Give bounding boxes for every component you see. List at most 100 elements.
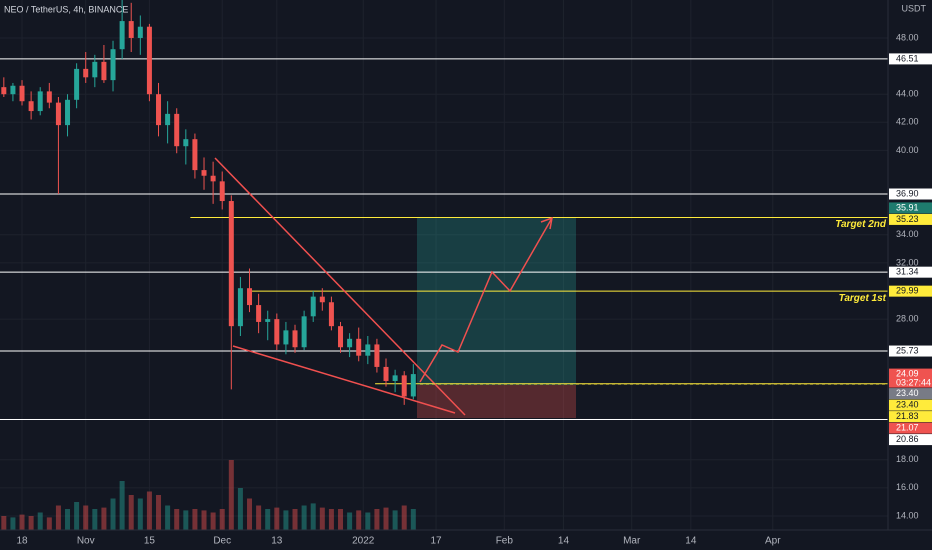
volume-bar [237, 488, 243, 530]
volume-bar [110, 498, 116, 530]
volume-bar [201, 510, 207, 530]
y-tick-label: 16.00 [896, 482, 919, 492]
volume-bar [338, 509, 344, 530]
candle-body [265, 319, 271, 322]
candle-body [110, 49, 116, 81]
candle-body [301, 316, 307, 348]
volume-bar [10, 517, 16, 530]
volume-bar [310, 503, 316, 530]
volume-bar [37, 512, 43, 530]
volume-bar [328, 509, 334, 530]
candle-body [156, 94, 162, 126]
price-label-box [889, 213, 932, 225]
candle-body [1, 87, 7, 95]
volume-bar [92, 509, 98, 530]
candle-body [55, 102, 61, 126]
price-label-box [889, 53, 932, 65]
price-label: 20.86 [896, 434, 919, 444]
candle-body [28, 101, 34, 112]
y-tick-label: 42.00 [896, 117, 919, 127]
x-tick-label: Dec [213, 536, 231, 547]
x-tick-label: Feb [496, 536, 514, 547]
x-tick-label: 18 [16, 536, 28, 547]
y-tick-label: 18.00 [896, 454, 919, 464]
candle-body [210, 175, 216, 182]
volume-bar [219, 509, 225, 530]
x-tick-label: 14 [685, 536, 697, 547]
volume-bar [347, 512, 353, 530]
volume-bar [156, 495, 162, 530]
y-tick-label: 28.00 [896, 313, 919, 323]
candle-body [128, 21, 134, 38]
candle-body [328, 302, 334, 327]
candle-body [137, 26, 143, 38]
price-label: 46.51 [896, 53, 919, 63]
price-label-box [889, 188, 932, 200]
volume-bar [74, 502, 80, 530]
price-label: 25.73 [896, 345, 919, 355]
candle-body [347, 338, 353, 348]
price-label: 35.23 [896, 214, 919, 224]
volume-bar [383, 507, 389, 530]
x-tick-label: 14 [558, 536, 570, 547]
candle-body [10, 85, 16, 95]
volume-bar [374, 509, 380, 530]
volume-bar [356, 510, 362, 530]
volume-bar [210, 512, 216, 530]
candle-body [92, 61, 98, 78]
projection-arrow [419, 217, 553, 383]
loss-zone [417, 385, 576, 418]
candle-body [165, 113, 171, 126]
volume-bar [1, 516, 7, 530]
price-label-box [889, 422, 932, 434]
price-label-box [889, 399, 932, 411]
candle-body [192, 139, 198, 171]
candle-body [383, 366, 389, 381]
candle-body [119, 21, 125, 50]
candle-body [356, 338, 362, 356]
candle-body [392, 375, 398, 381]
target-label: Target 2nd [835, 219, 887, 230]
price-label-box [889, 388, 932, 400]
y-tick-label: 32.00 [896, 257, 919, 267]
price-label-box [889, 266, 932, 278]
price-label: 29.99 [896, 286, 919, 296]
volume-bar [19, 514, 25, 530]
volume-bar [392, 510, 398, 530]
x-tick-label: Mar [623, 536, 641, 547]
currency: USDT [902, 3, 927, 13]
volume-bar [183, 510, 189, 530]
candle-body [174, 113, 180, 147]
arrow-head [540, 216, 553, 230]
volume-bar [301, 505, 307, 530]
volume-bar [228, 460, 234, 530]
volume-bar [146, 491, 152, 530]
y-tick-label: 14.00 [896, 510, 919, 520]
candle-body [319, 296, 325, 303]
volume-bar [365, 512, 371, 530]
volume-bar [137, 498, 143, 530]
candle-body [83, 68, 89, 78]
volume-bar [274, 507, 280, 530]
price-label-box [889, 368, 932, 388]
target-label: Target 1st [839, 293, 887, 304]
volume-bar [119, 481, 125, 530]
y-tick-label: 34.00 [896, 229, 919, 239]
candle-body [310, 296, 316, 317]
volume-bar [65, 509, 71, 530]
wedge-upper [214, 157, 466, 416]
candle-body [338, 326, 344, 348]
candles [1, 0, 416, 405]
price-label: 36.90 [896, 188, 919, 198]
countdown: 03:27:44 [896, 377, 931, 387]
volume-bar [410, 509, 416, 530]
wedge-lower [232, 345, 456, 414]
volume [1, 460, 416, 530]
candle-body [183, 139, 189, 147]
price-label: 24.09 [896, 368, 919, 378]
price-label: 23.40 [896, 399, 919, 409]
levels: Target 2nd Target 1st [0, 58, 888, 421]
candle-body [146, 26, 152, 95]
volume-bar [101, 507, 107, 530]
price-label: 21.07 [896, 422, 919, 432]
